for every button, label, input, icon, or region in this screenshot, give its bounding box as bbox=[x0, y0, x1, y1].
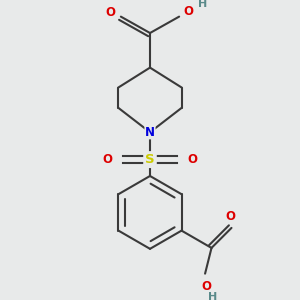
Text: H: H bbox=[198, 0, 207, 9]
Text: O: O bbox=[102, 153, 112, 166]
Text: H: H bbox=[208, 292, 217, 300]
Text: O: O bbox=[188, 153, 198, 166]
Text: O: O bbox=[225, 210, 235, 223]
Text: O: O bbox=[183, 5, 193, 18]
Text: O: O bbox=[201, 280, 211, 293]
Text: O: O bbox=[105, 7, 115, 20]
Text: N: N bbox=[145, 126, 155, 139]
Text: S: S bbox=[145, 153, 155, 166]
